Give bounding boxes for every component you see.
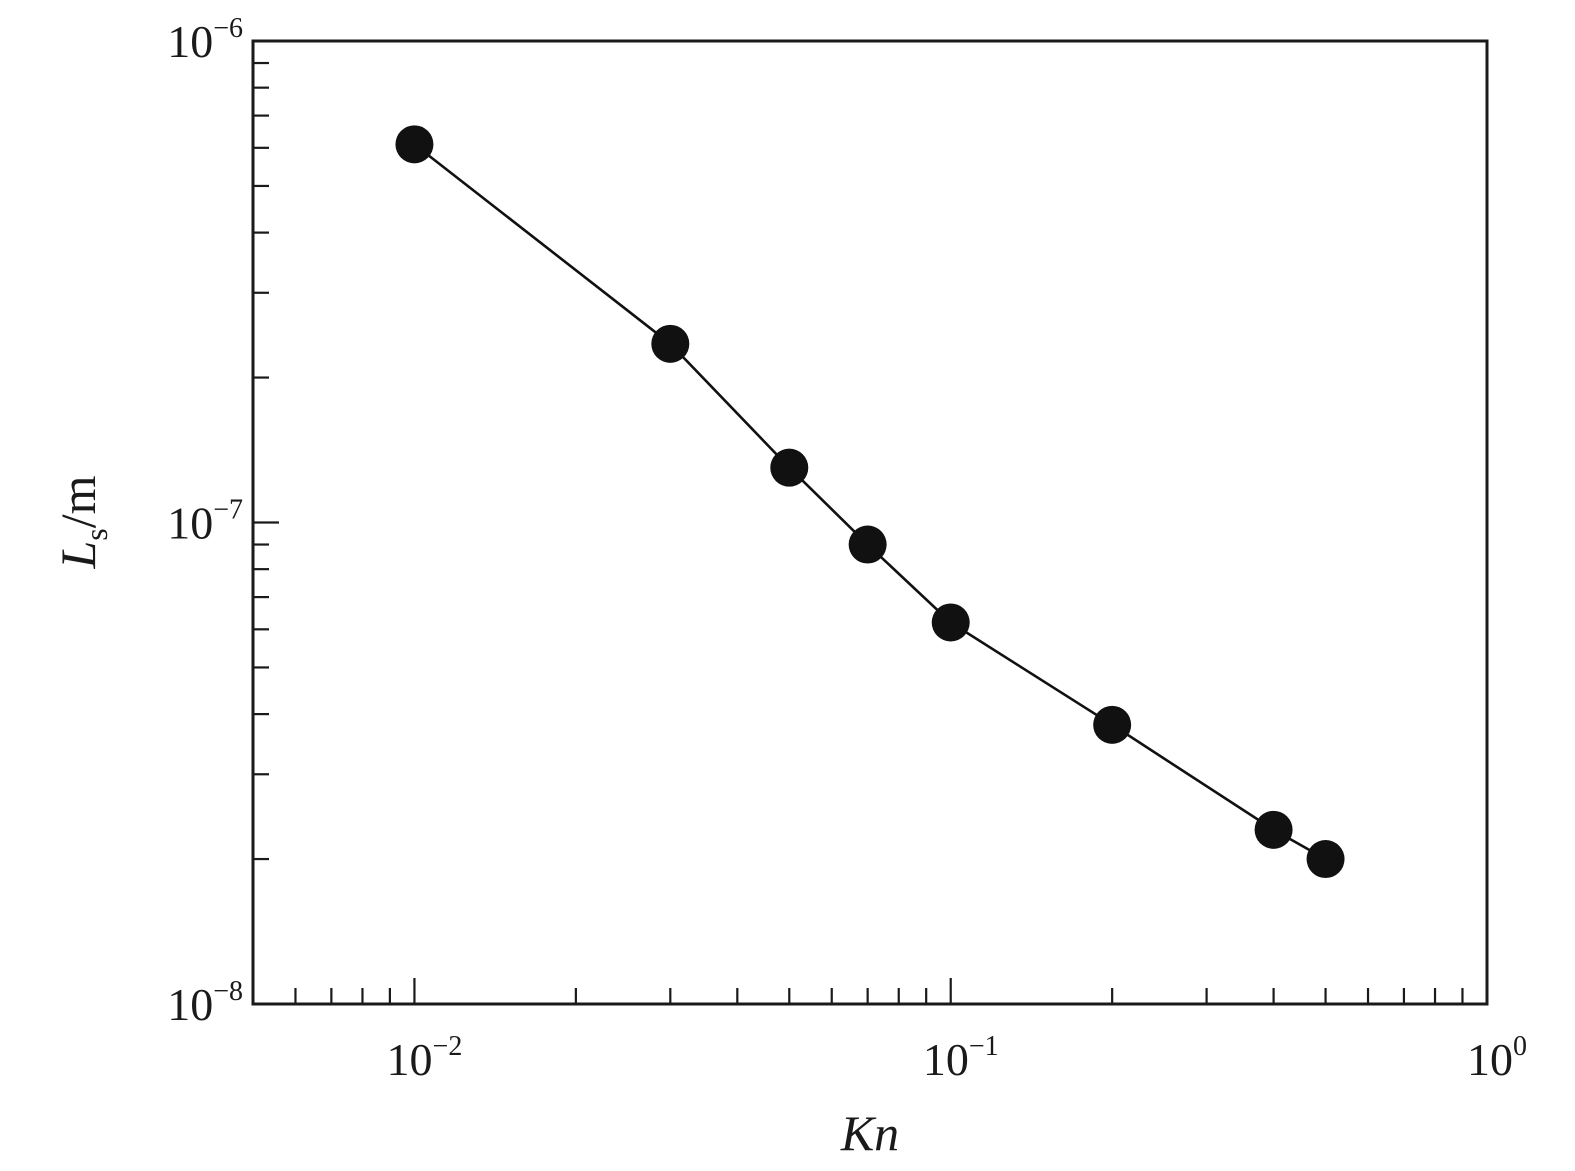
y-tick-label: 10−8	[167, 976, 243, 1030]
plot-frame	[251, 39, 1489, 1006]
x-tick-label: 10−1	[923, 1031, 999, 1085]
data-point	[395, 125, 434, 164]
y-axis-title-main: L	[50, 541, 106, 570]
y-axis-title: Ls/m	[50, 475, 114, 569]
y-tick-label: 10−7	[167, 495, 243, 549]
ticks-layer	[251, 61, 1464, 1006]
y-axis-title-sub: s	[78, 528, 114, 540]
data-point	[1254, 810, 1293, 849]
labels-layer: 10−2 10−1 100 10−8 10−7 10−6	[167, 13, 1527, 1085]
y-axis-title-rest: /m	[50, 475, 106, 528]
data-point	[931, 603, 970, 642]
x-axis-title: Kn	[840, 1105, 899, 1161]
data-point	[651, 324, 690, 363]
data-point	[1306, 840, 1345, 879]
data-point	[848, 525, 887, 564]
data-point	[1093, 705, 1132, 744]
series-line	[413, 143, 1327, 861]
data-point	[770, 448, 809, 487]
y-tick-label: 10−6	[167, 13, 243, 67]
series-layer	[395, 125, 1345, 879]
x-tick-label: 100	[1467, 1031, 1527, 1085]
x-tick-label: 10−2	[387, 1031, 463, 1085]
